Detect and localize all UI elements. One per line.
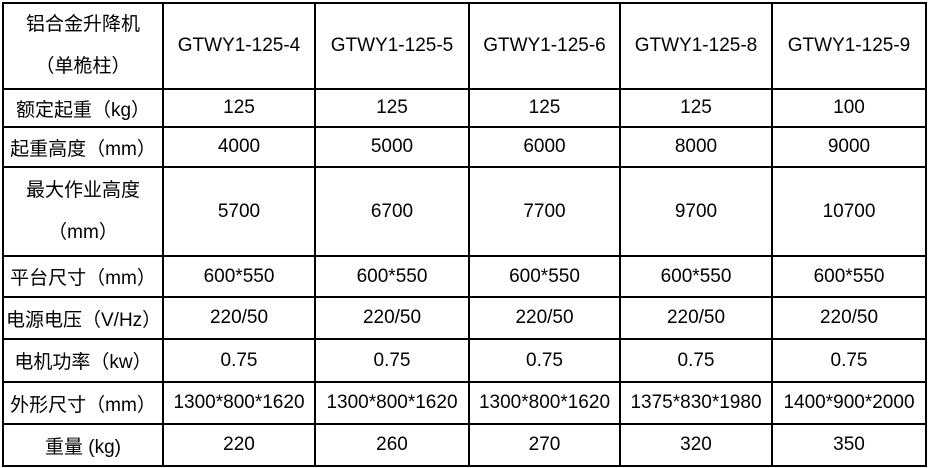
spec-value: 5700 bbox=[162, 166, 316, 257]
spec-value: 600*550 bbox=[162, 255, 316, 298]
spec-value: 1300*800*1620 bbox=[162, 381, 316, 425]
product-name-cell: 铝合金升降机 （单桅柱） bbox=[2, 2, 164, 90]
spec-value: 600*550 bbox=[468, 255, 621, 298]
spec-value: 220/50 bbox=[468, 296, 621, 340]
table-row-max-working-height: 最大作业高度 （mm） 5700 6700 7700 9700 10700 bbox=[2, 166, 927, 257]
spec-value: 260 bbox=[314, 423, 470, 467]
spec-value: 220/50 bbox=[162, 296, 316, 340]
row-label-weight: 重量 (kg) bbox=[2, 423, 164, 467]
table-row-weight: 重量 (kg) 220 260 270 320 350 bbox=[2, 423, 927, 467]
row-label-overall-dimensions: 外形尺寸（mm） bbox=[2, 381, 164, 425]
product-name-line1: 铝合金升降机 bbox=[25, 14, 140, 35]
spec-value: 125 bbox=[619, 88, 773, 128]
spec-value: 220/50 bbox=[314, 296, 470, 340]
spec-value: 0.75 bbox=[771, 338, 927, 383]
spec-value: 600*550 bbox=[314, 255, 470, 298]
spec-value: 4000 bbox=[162, 126, 316, 168]
spec-value: 6000 bbox=[468, 126, 621, 168]
spec-value: 1400*900*2000 bbox=[771, 381, 927, 425]
spec-value: 220/50 bbox=[771, 296, 927, 340]
spec-value: 0.75 bbox=[468, 338, 621, 383]
spec-value: 1300*800*1620 bbox=[314, 381, 470, 425]
spec-value: 125 bbox=[162, 88, 316, 128]
row-label-max-working-height: 最大作业高度 （mm） bbox=[2, 166, 164, 257]
model-header: GTWY1-125-6 bbox=[468, 2, 621, 90]
spec-value: 125 bbox=[468, 88, 621, 128]
spec-value: 100 bbox=[771, 88, 927, 128]
max-working-height-label-line1: 最大作业高度 bbox=[25, 179, 140, 201]
spec-value: 1300*800*1620 bbox=[468, 381, 621, 425]
spec-value: 7700 bbox=[468, 166, 621, 257]
max-working-height-label-line2: （mm） bbox=[48, 221, 118, 243]
spec-value: 350 bbox=[771, 423, 927, 467]
model-header: GTWY1-125-8 bbox=[619, 2, 773, 90]
table-row-rated-load: 额定起重（kg） 125 125 125 125 100 bbox=[2, 88, 927, 128]
model-header: GTWY1-125-9 bbox=[771, 2, 927, 90]
table-row-platform-size: 平台尺寸（mm） 600*550 600*550 600*550 600*550… bbox=[2, 255, 927, 298]
table-row-overall-dimensions: 外形尺寸（mm） 1300*800*1620 1300*800*1620 130… bbox=[2, 381, 927, 425]
spec-value: 270 bbox=[468, 423, 621, 467]
spec-value: 0.75 bbox=[162, 338, 316, 383]
row-label-power-voltage: 电源电压（V/Hz） bbox=[2, 296, 164, 340]
spec-value: 9000 bbox=[771, 126, 927, 168]
spec-value: 0.75 bbox=[619, 338, 773, 383]
spec-value: 220/50 bbox=[619, 296, 773, 340]
spec-value: 8000 bbox=[619, 126, 773, 168]
table-row-power-voltage: 电源电压（V/Hz） 220/50 220/50 220/50 220/50 2… bbox=[2, 296, 927, 340]
spec-value: 10700 bbox=[771, 166, 927, 257]
spec-value: 125 bbox=[314, 88, 470, 128]
spec-value: 5000 bbox=[314, 126, 470, 168]
model-header: GTWY1-125-5 bbox=[314, 2, 470, 90]
table-header-row: 铝合金升降机 （单桅柱） GTWY1-125-4 GTWY1-125-5 GTW… bbox=[2, 2, 927, 90]
row-label-rated-load: 额定起重（kg） bbox=[2, 88, 164, 128]
spec-value: 1375*830*1980 bbox=[619, 381, 773, 425]
spec-value: 220 bbox=[162, 423, 316, 467]
spec-value: 600*550 bbox=[771, 255, 927, 298]
spec-value: 600*550 bbox=[619, 255, 773, 298]
spec-value: 320 bbox=[619, 423, 773, 467]
spec-value: 9700 bbox=[619, 166, 773, 257]
table-row-lift-height: 起重高度（mm） 4000 5000 6000 8000 9000 bbox=[2, 126, 927, 168]
spec-value: 0.75 bbox=[314, 338, 470, 383]
row-label-lift-height: 起重高度（mm） bbox=[2, 126, 164, 168]
table-row-motor-power: 电机功率（kw） 0.75 0.75 0.75 0.75 0.75 bbox=[2, 338, 927, 383]
row-label-platform-size: 平台尺寸（mm） bbox=[2, 255, 164, 298]
product-name-line2: （单桅柱） bbox=[35, 56, 131, 77]
model-header: GTWY1-125-4 bbox=[162, 2, 316, 90]
row-label-motor-power: 电机功率（kw） bbox=[2, 338, 164, 383]
spec-value: 6700 bbox=[314, 166, 470, 257]
